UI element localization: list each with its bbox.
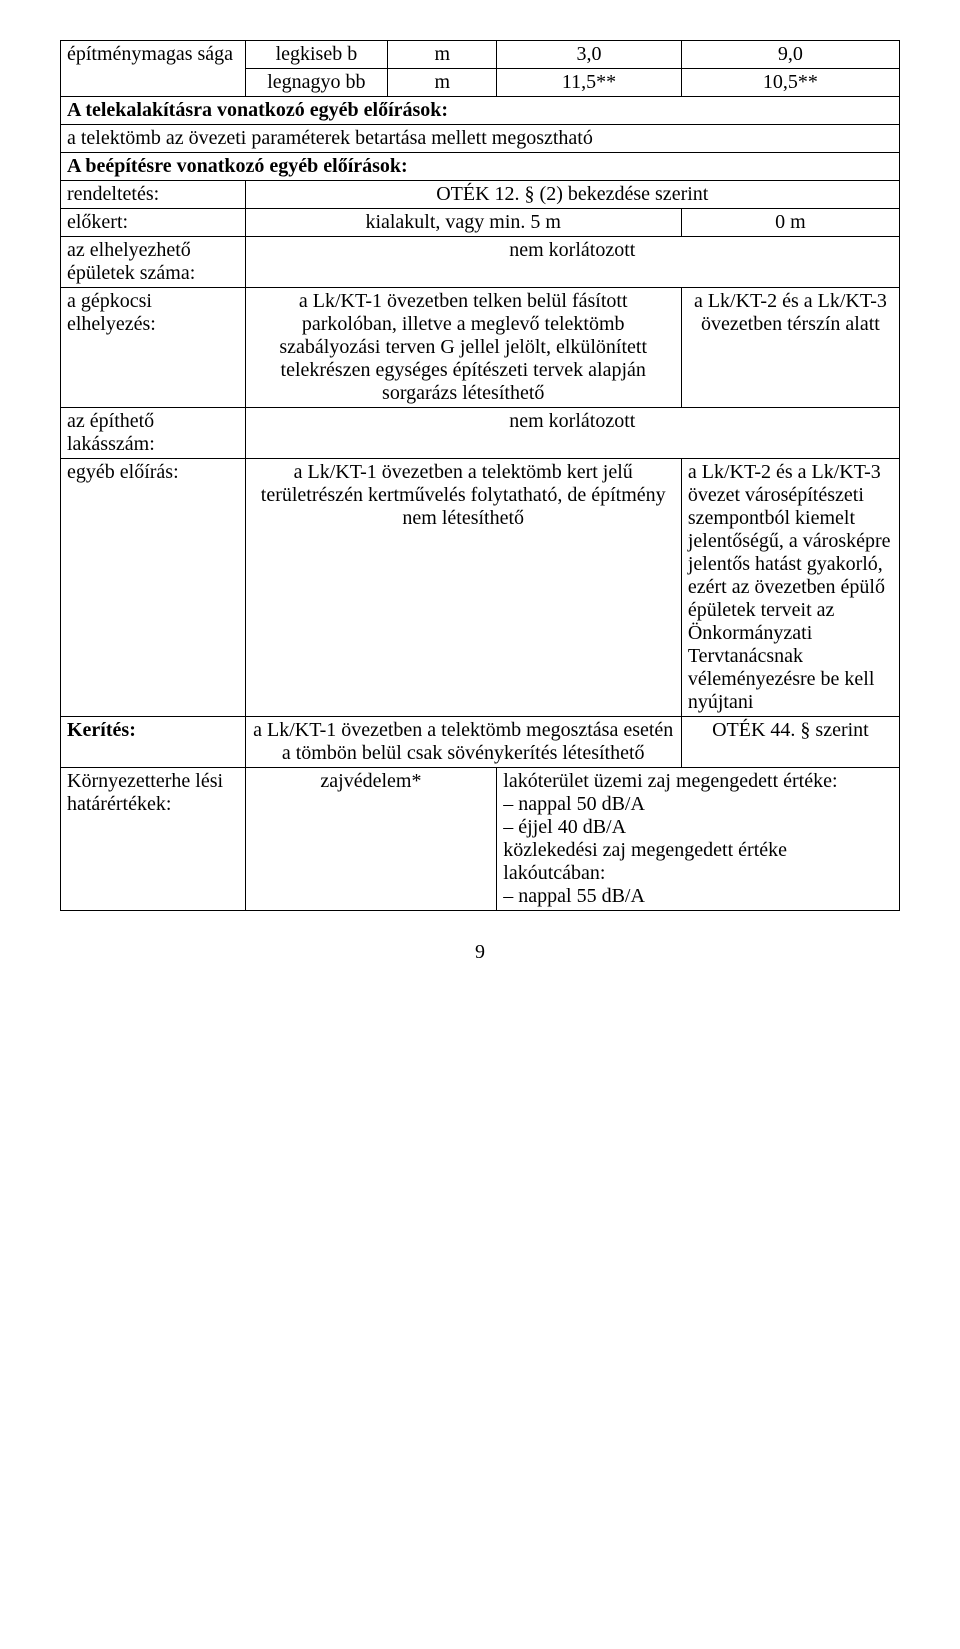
table-row: egyéb előírás: a Lk/KT-1 övezetben a tel… (61, 459, 900, 717)
cell: a Lk/KT-1 övezetben telken belül fásítot… (245, 288, 681, 408)
cell: kialakult, vagy min. 5 m (245, 209, 681, 237)
table-row: rendeltetés: OTÉK 12. § (2) bekezdése sz… (61, 181, 900, 209)
cell: legkiseb b (245, 41, 388, 69)
cell: OTÉK 12. § (2) bekezdése szerint (245, 181, 899, 209)
cell: 10,5** (681, 69, 899, 97)
cell: lakóterület üzemi zaj megengedett értéke… (497, 768, 900, 911)
cell-label: előkert: (61, 209, 246, 237)
regulation-table: építménymagas sága legkiseb b m 3,0 9,0 … (60, 40, 900, 911)
table-row: az elhelyezhető épületek száma: nem korl… (61, 237, 900, 288)
cell-label: rendeltetés: (61, 181, 246, 209)
cell: a Lk/KT-1 övezetben a telektömb kert jel… (245, 459, 681, 717)
cell: m (388, 41, 497, 69)
table-row: a telektömb az övezeti paraméterek betar… (61, 125, 900, 153)
page-number: 9 (60, 941, 900, 964)
table-row: építménymagas sága legkiseb b m 3,0 9,0 (61, 41, 900, 69)
cell: 0 m (681, 209, 899, 237)
cell: 3,0 (497, 41, 682, 69)
cell-label: a gépkocsi elhelyezés: (61, 288, 246, 408)
section-header: A beépítésre vonatkozó egyéb előírások: (61, 153, 900, 181)
cell: m (388, 69, 497, 97)
table-row: Környezetterhe lési határértékek: zajvéd… (61, 768, 900, 911)
cell: a telektömb az övezeti paraméterek betar… (61, 125, 900, 153)
cell: a Lk/KT-2 és a Lk/KT-3 övezetben térszín… (681, 288, 899, 408)
table-row: előkert: kialakult, vagy min. 5 m 0 m (61, 209, 900, 237)
cell: a Lk/KT-1 övezetben a telektömb megosztá… (245, 717, 681, 768)
cell-label: az elhelyezhető épületek száma: (61, 237, 246, 288)
cell-label: az építhető lakásszám: (61, 408, 246, 459)
cell: legnagyo bb (245, 69, 388, 97)
cell: a Lk/KT-2 és a Lk/KT-3 övezet városépíté… (681, 459, 899, 717)
cell: zajvédelem* (245, 768, 497, 911)
table-row: Kerítés: a Lk/KT-1 övezetben a telektömb… (61, 717, 900, 768)
cell: nem korlátozott (245, 237, 899, 288)
cell: 11,5** (497, 69, 682, 97)
section-header: A telekalakításra vonatkozó egyéb előírá… (61, 97, 900, 125)
table-row: A telekalakításra vonatkozó egyéb előírá… (61, 97, 900, 125)
cell: OTÉK 44. § szerint (681, 717, 899, 768)
cell-label: építménymagas sága (61, 41, 246, 97)
cell-label: egyéb előírás: (61, 459, 246, 717)
table-row: A beépítésre vonatkozó egyéb előírások: (61, 153, 900, 181)
cell: nem korlátozott (245, 408, 899, 459)
table-row: az építhető lakásszám: nem korlátozott (61, 408, 900, 459)
cell-label: Kerítés: (61, 717, 246, 768)
table-row: a gépkocsi elhelyezés: a Lk/KT-1 övezetb… (61, 288, 900, 408)
cell: 9,0 (681, 41, 899, 69)
cell-label: Környezetterhe lési határértékek: (61, 768, 246, 911)
